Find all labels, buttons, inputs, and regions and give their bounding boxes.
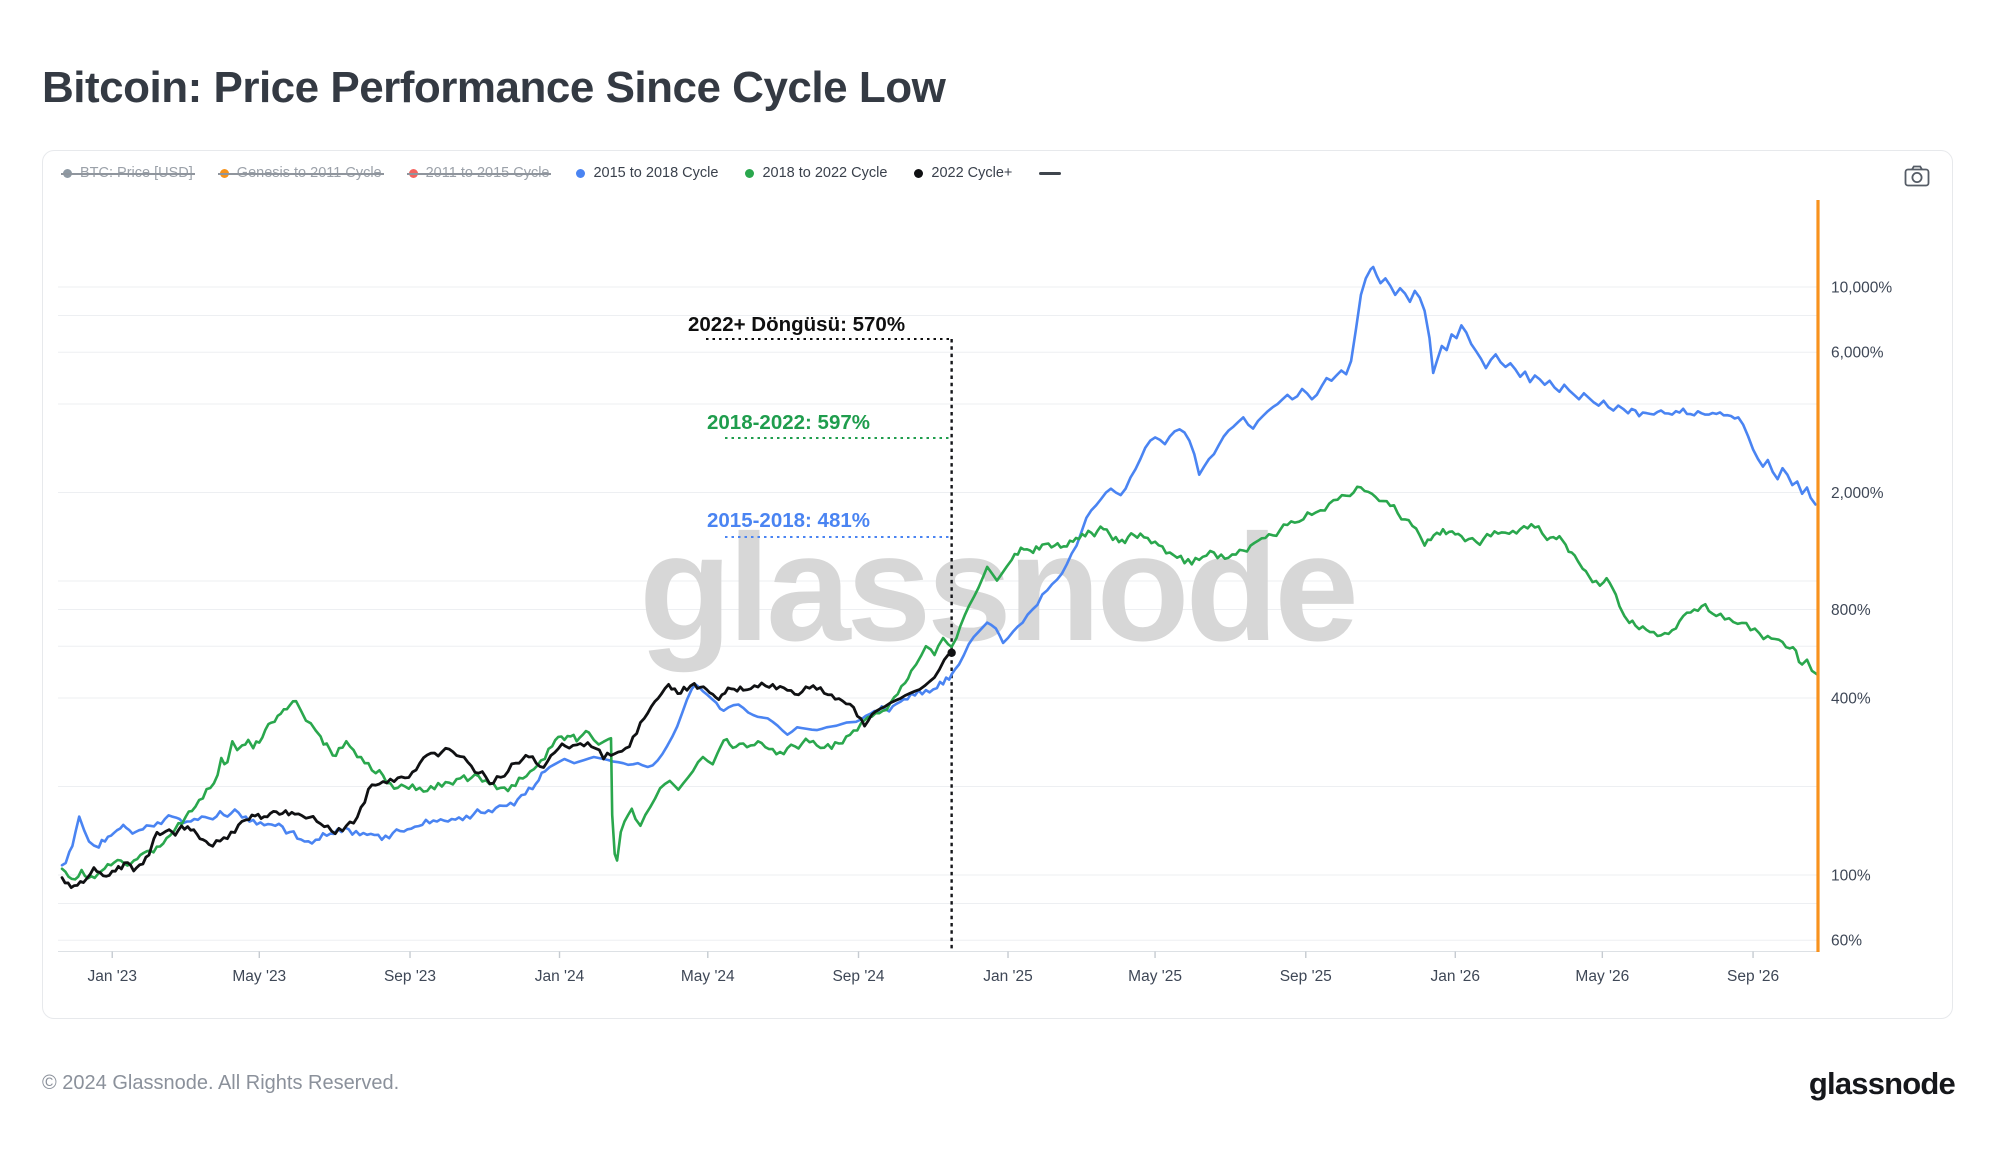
gridlines	[58, 286, 1818, 941]
watermark: glassnode	[639, 503, 1355, 673]
legend-item-2022-cycle[interactable]: 2022 Cycle+	[914, 165, 1012, 181]
series-end-marker-2022-cycle	[947, 648, 956, 657]
camera-icon	[1904, 165, 1930, 187]
legend-item-2015-to-2018-cycle[interactable]: 2015 to 2018 Cycle	[576, 165, 718, 181]
chart-legend: BTC: Price [USD] Genesis to 2011 Cycle 201…	[61, 165, 1062, 181]
x-tick-label: Sep '24	[832, 968, 884, 985]
axes: 10,000% 6,000% 2,000% 800% 400% 100% 60% Jan '2…	[58, 200, 1892, 985]
y-tick-label: 800%	[1831, 602, 1871, 619]
y-tick-label: 6,000%	[1831, 345, 1884, 362]
annotation-label-cycle-2015-2018: 2015-2018: 481%	[707, 509, 870, 532]
y-tick-label: 2,000%	[1831, 485, 1884, 502]
x-tick-label: Jan '26	[1431, 968, 1481, 985]
annotation-labels: 2022+ Döngüsü: 570% 2018-2022: 597% 2015-2…	[688, 313, 905, 532]
legend-dot-icon	[745, 168, 755, 178]
legend-label: 2015 to 2018 Cycle	[593, 165, 719, 181]
annotation-lines	[706, 338, 953, 951]
copyright-text: © 2024 Glassnode. All Rights Reserved.	[42, 1072, 400, 1094]
x-tick-label: May '24	[681, 968, 735, 985]
x-tick-label: May '26	[1575, 968, 1629, 985]
series-line-2018-to-2022-cycle[interactable]	[60, 485, 1818, 881]
y-tick-label: 10,000%	[1831, 280, 1892, 297]
x-tick-label: Sep '25	[1280, 968, 1332, 985]
series-line-2022-cycle[interactable]	[60, 651, 953, 889]
x-tick-label: Sep '26	[1727, 968, 1779, 985]
x-tick-label: May '25	[1128, 968, 1182, 985]
annotation-label-cycle-2022: 2022+ Döngüsü: 570%	[688, 313, 905, 336]
legend-item-2018-to-2022-cycle[interactable]: 2018 to 2022 Cycle	[745, 165, 887, 181]
legend-dot-icon	[914, 168, 924, 178]
legend-item-genesis-to-2011-cycle[interactable]: Genesis to 2011 Cycle	[217, 165, 384, 181]
chart-panel: BTC: Price [USD] Genesis to 2011 Cycle 201…	[42, 150, 1953, 1019]
y-tick-label: 400%	[1831, 690, 1871, 707]
dash-icon	[1039, 171, 1062, 175]
legend-label: 2018 to 2022 Cycle	[762, 165, 888, 181]
y-tick-label: 100%	[1831, 868, 1871, 885]
glassnode-logo: glassnode	[1808, 1066, 1956, 1101]
x-tick-label: Jan '23	[87, 968, 137, 985]
annotation-label-cycle-2018-2022: 2018-2022: 597%	[707, 411, 870, 434]
x-tick-label: Jan '24	[535, 968, 585, 985]
legend-item-2011-to-2015-cycle[interactable]: 2011 to 2015 Cycle	[406, 165, 552, 181]
legend-item-btc-price-usd[interactable]: BTC: Price [USD]	[61, 165, 195, 181]
x-tick-label: May '23	[232, 968, 286, 985]
legend-label: 2022 Cycle+	[931, 165, 1013, 181]
page-title: Bitcoin: Price Performance Since Cycle L…	[42, 63, 946, 113]
x-tick-label: Jan '25	[983, 968, 1033, 985]
y-tick-label: 60%	[1831, 933, 1862, 950]
legend-item-unnamed-dash[interactable]	[1039, 171, 1062, 175]
screenshot-button[interactable]	[1900, 161, 1934, 191]
x-tick-label: Sep '23	[384, 968, 436, 985]
legend-dot-icon	[576, 168, 586, 178]
